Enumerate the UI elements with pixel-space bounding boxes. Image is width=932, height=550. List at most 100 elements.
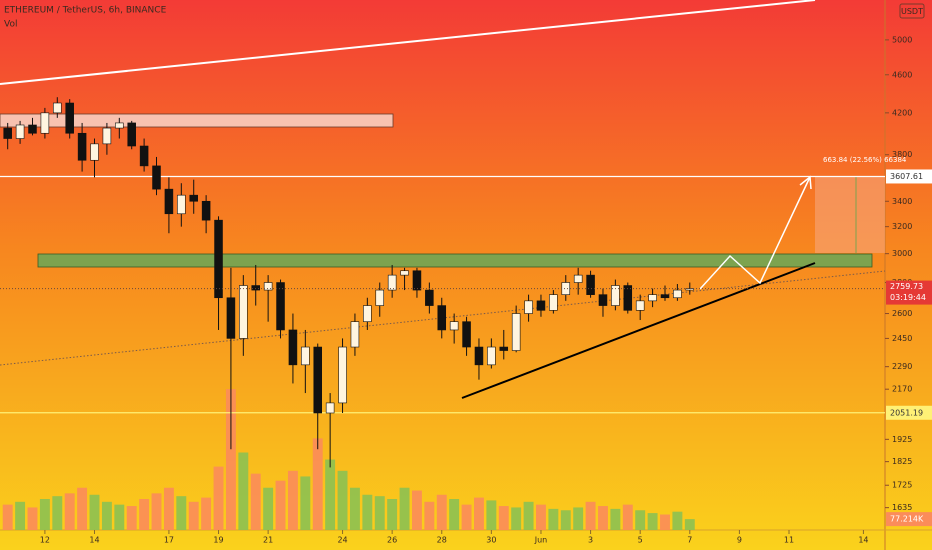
- candle-body: [350, 321, 360, 348]
- candle-body: [536, 300, 546, 311]
- candle-body: [164, 188, 174, 215]
- candle-body: [301, 346, 310, 366]
- candle-body: [226, 297, 236, 339]
- volume-bar: [449, 499, 460, 530]
- volume-bar: [15, 501, 26, 530]
- y-tick-label: 2290: [892, 362, 912, 371]
- plot: 5000460042003800340032003000280026002450…: [0, 35, 932, 545]
- x-tick-label: 14: [89, 536, 99, 545]
- x-tick-label: 7: [687, 536, 692, 545]
- volume-bar: [610, 508, 621, 530]
- x-tick-label: 21: [263, 536, 273, 545]
- candle-body: [387, 274, 397, 291]
- x-tick-label: 24: [337, 536, 347, 545]
- candle-body: [524, 300, 533, 314]
- candle-body: [53, 102, 62, 114]
- volume-title: Vol: [4, 20, 17, 30]
- candle-body: [685, 288, 695, 291]
- trend-line: [0, 0, 816, 85]
- y-tick-label: 2600: [892, 309, 912, 318]
- volume-bar: [560, 510, 571, 530]
- x-tick-label: 14: [858, 536, 868, 545]
- volume-bar: [2, 504, 13, 530]
- volume-bar: [573, 507, 584, 530]
- volume-bar: [585, 501, 596, 530]
- volume-label: 77.214K: [890, 515, 924, 524]
- candle-body: [363, 305, 372, 322]
- x-tick-label: 3: [588, 536, 593, 545]
- price-label-box: [886, 280, 932, 305]
- volume-bar: [523, 501, 534, 530]
- candle-body: [127, 122, 136, 147]
- y-tick-label: 2170: [892, 385, 912, 394]
- volume-bar: [287, 470, 298, 530]
- candle-body: [437, 305, 447, 331]
- projection-path: [699, 176, 811, 290]
- y-tick-label: 3000: [892, 249, 912, 258]
- volume-bar: [52, 496, 63, 530]
- candle-body: [573, 274, 583, 283]
- candle-body: [561, 282, 571, 295]
- volume-bar: [101, 501, 112, 530]
- volume-bar: [312, 438, 323, 530]
- volume-bar: [374, 496, 385, 530]
- candle-body: [648, 294, 657, 302]
- volume-bar: [349, 487, 360, 530]
- measure-label: 663.84 (22.56%) 66384: [823, 156, 907, 164]
- candle-body: [611, 285, 620, 306]
- x-tick-label: 5: [638, 536, 643, 545]
- y-tick-label: 5000: [892, 35, 912, 44]
- candle-body: [511, 313, 521, 351]
- volume-bar: [436, 494, 447, 530]
- currency: USDT: [901, 7, 923, 16]
- y-tick-label: 1725: [892, 481, 912, 490]
- volume-bar: [27, 507, 38, 530]
- y-tick-label: 3400: [892, 197, 912, 206]
- y-tick-label: 1925: [892, 435, 912, 444]
- y-tick-label: 1635: [892, 503, 912, 512]
- x-tick-label: 26: [387, 536, 397, 545]
- candle-body: [102, 127, 112, 145]
- candle-body: [623, 285, 633, 311]
- candle-body: [673, 289, 682, 299]
- candle-body: [400, 270, 409, 276]
- candle-body: [412, 270, 422, 291]
- volume-bar: [64, 493, 75, 530]
- candle-body: [251, 285, 260, 291]
- candle-body: [425, 289, 434, 306]
- y-tick-label: 1825: [892, 457, 912, 466]
- volume-bar: [263, 487, 274, 530]
- candle-body: [201, 200, 211, 221]
- volume-bar: [176, 496, 187, 530]
- volume-bar: [387, 499, 398, 530]
- y-tick-label: 3800: [892, 150, 912, 159]
- volume-bar: [548, 508, 559, 530]
- volume-bar: [461, 504, 472, 530]
- volume-bar: [300, 476, 311, 530]
- candle-body: [139, 145, 149, 167]
- volume-bar: [275, 480, 286, 530]
- candle-body: [177, 194, 186, 215]
- candle-body: [635, 300, 645, 311]
- volume-bar: [511, 507, 522, 530]
- candle-body: [499, 346, 509, 351]
- candle-body: [152, 165, 161, 190]
- volume-bar: [598, 506, 608, 530]
- candle-body: [660, 294, 670, 299]
- candle-body: [189, 194, 198, 202]
- y-tick-label: 3200: [892, 222, 912, 231]
- candle-body: [375, 289, 385, 306]
- volume-bar: [201, 497, 212, 530]
- currency-badge[interactable]: [899, 3, 925, 19]
- candle-body: [239, 285, 248, 339]
- volume-bar: [672, 511, 683, 530]
- volume-bar: [238, 452, 249, 530]
- level-label-box: [886, 405, 932, 420]
- candle-body: [115, 122, 124, 129]
- candle-body: [598, 294, 608, 306]
- volume-bar: [498, 506, 509, 530]
- candle-body: [549, 294, 558, 311]
- x-tick-label: 17: [164, 536, 174, 545]
- price-label: 2759.73: [890, 282, 923, 291]
